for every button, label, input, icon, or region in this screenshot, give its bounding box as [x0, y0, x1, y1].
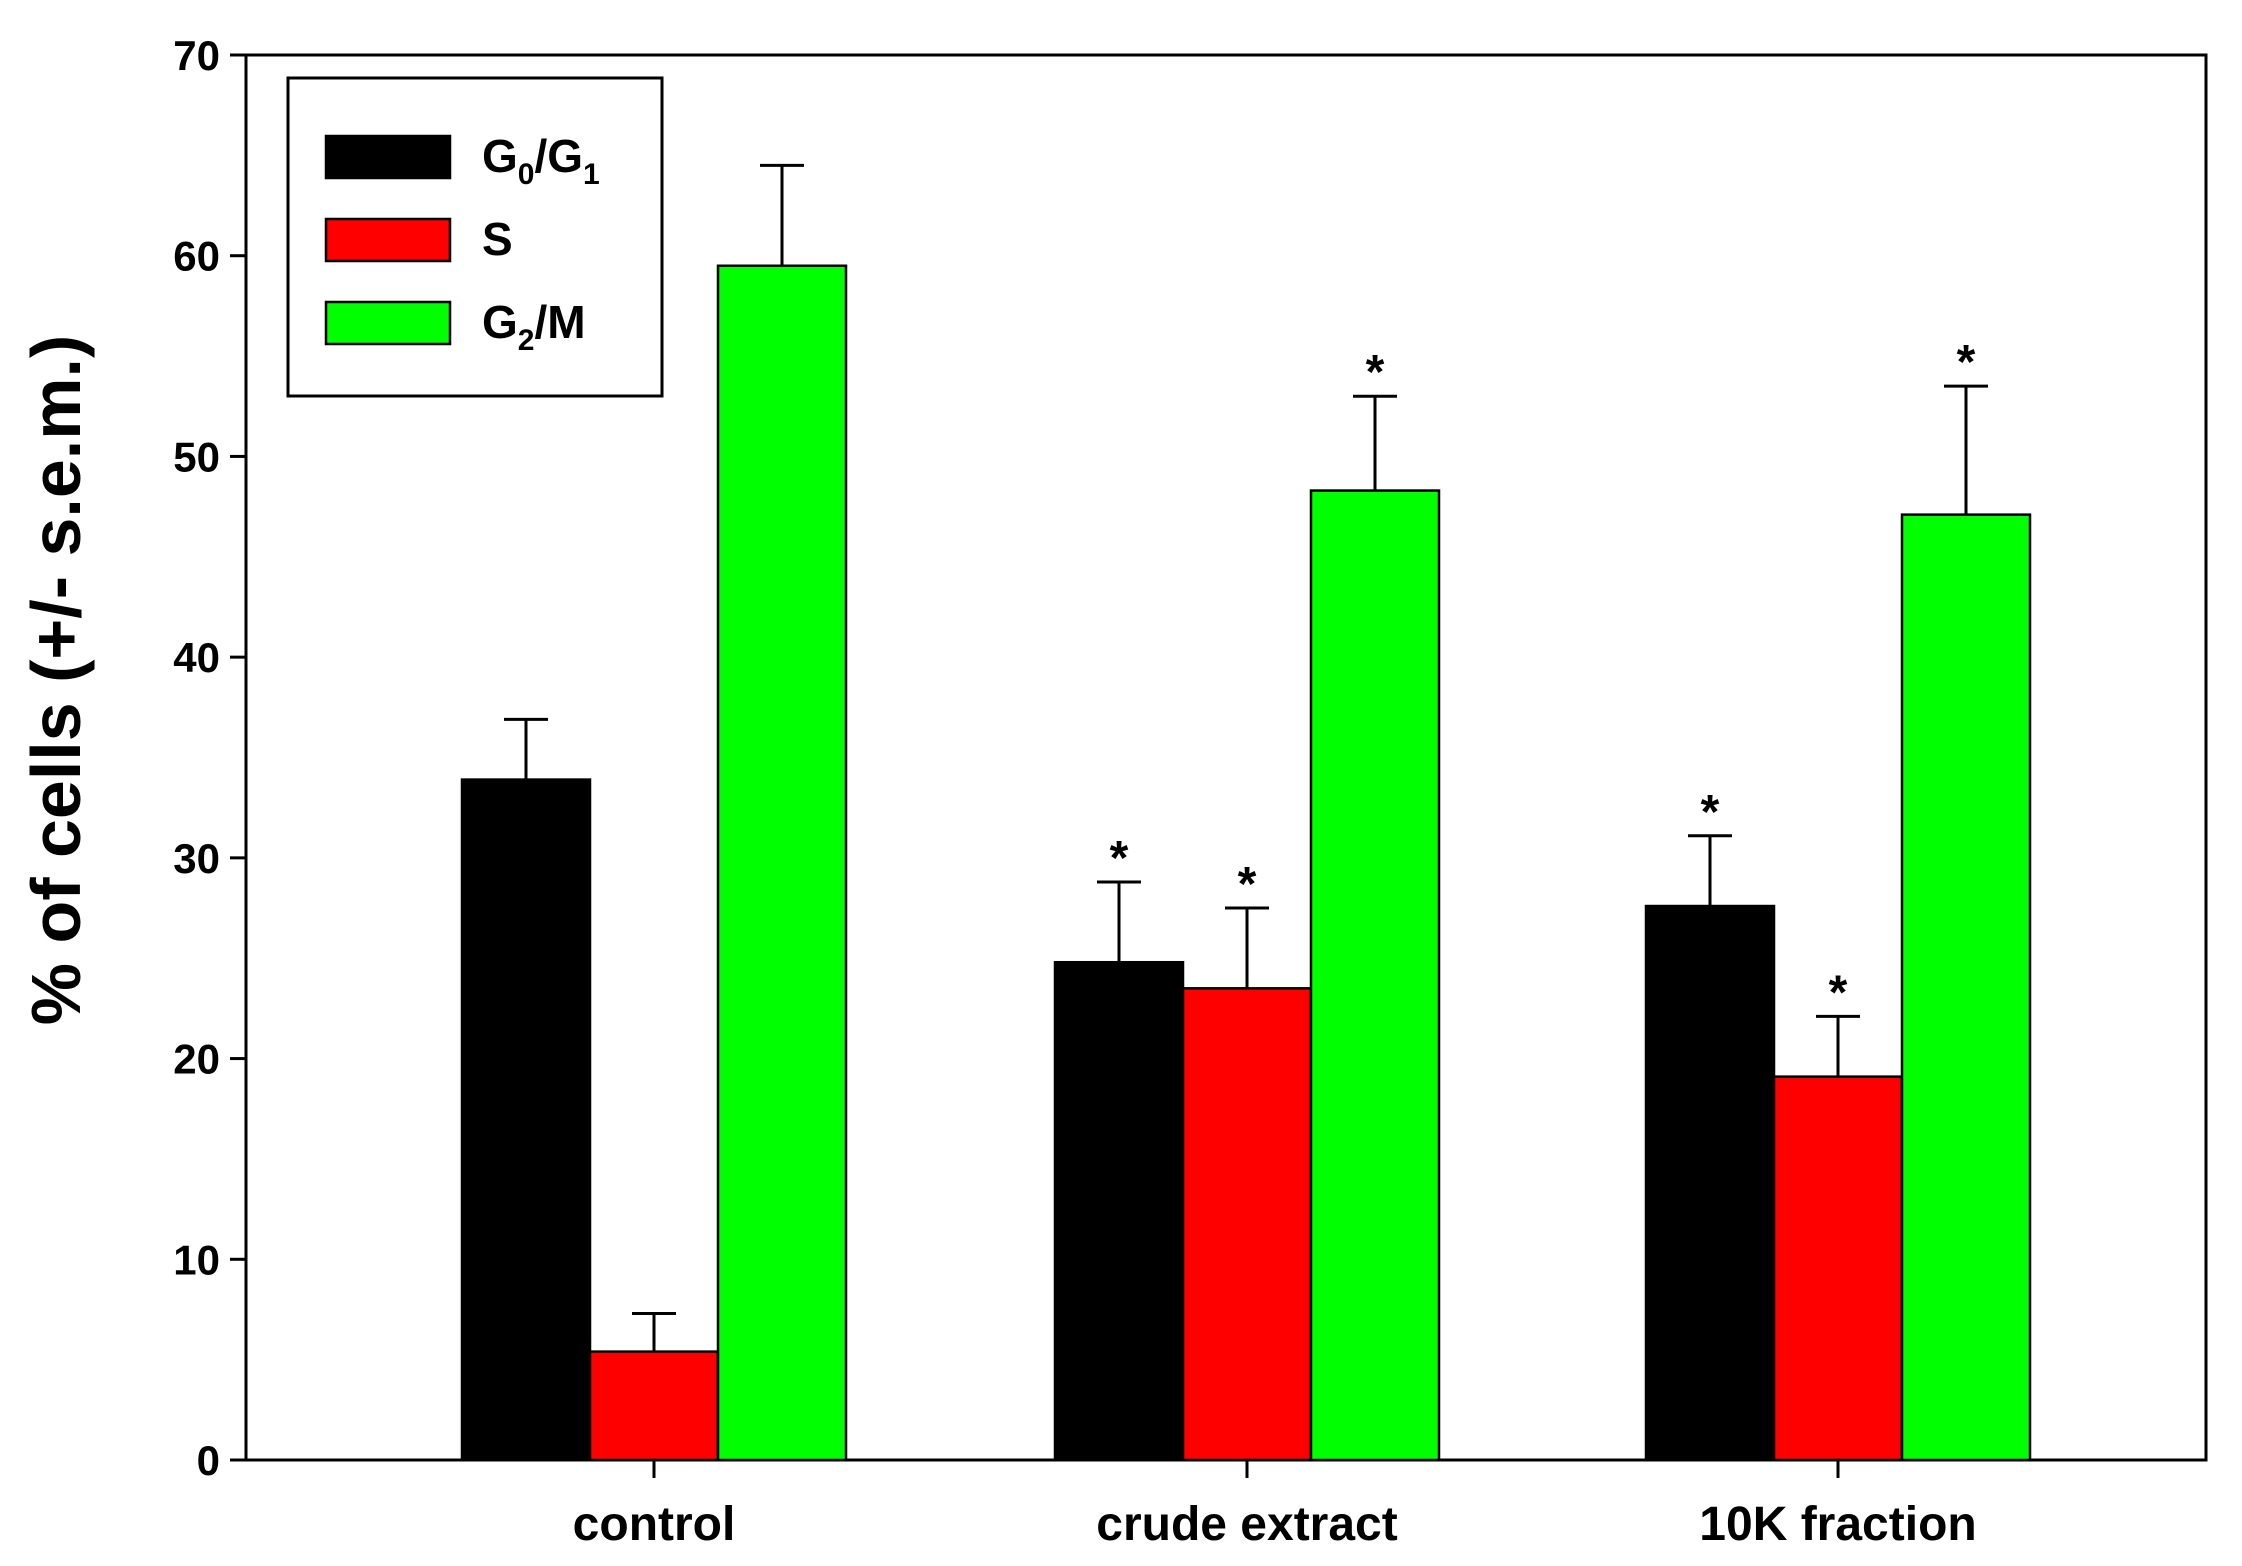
- y-tick-label: 40: [173, 634, 220, 681]
- y-tick-label: 70: [173, 32, 220, 79]
- x-tick-label: 10K fraction: [1699, 1498, 1976, 1551]
- bar: [1644, 904, 1776, 1462]
- legend: G0/G1 S G2/M: [286, 76, 664, 398]
- bar: [588, 1350, 720, 1462]
- legend-label: G2/M: [482, 296, 586, 357]
- bars: [460, 264, 2032, 1462]
- bar: [1900, 513, 2032, 1462]
- bar: [1309, 489, 1441, 1462]
- bar: [1053, 960, 1185, 1462]
- legend-swatch: [324, 217, 452, 263]
- bar: [1772, 1075, 1904, 1462]
- significance-star: *: [1110, 832, 1129, 885]
- significance-star: *: [1366, 346, 1385, 399]
- significance-star: *: [1829, 966, 1848, 1019]
- significance-marks: * * * * * *: [1110, 336, 1976, 1019]
- x-tick-label: control: [573, 1498, 736, 1551]
- error-bars: [504, 163, 1988, 1352]
- y-tick-label: 60: [173, 233, 220, 280]
- y-tick-label: 30: [173, 835, 220, 882]
- legend-label: G0/G1: [482, 130, 600, 191]
- legend-swatch: [324, 300, 452, 346]
- bar: [716, 264, 848, 1462]
- bar: [1181, 987, 1313, 1462]
- y-tick-label: 0: [197, 1437, 220, 1484]
- x-tick-label: crude extract: [1096, 1498, 1397, 1551]
- legend-label: S: [482, 213, 513, 265]
- x-axis: control crude extract 10K fraction: [573, 1460, 1977, 1551]
- significance-star: *: [1957, 336, 1976, 389]
- significance-star: *: [1701, 786, 1720, 839]
- bar: [460, 778, 592, 1462]
- legend-swatch: [324, 134, 452, 180]
- y-tick-label: 50: [173, 433, 220, 480]
- y-tick-label: 10: [173, 1236, 220, 1283]
- y-tick-label: 20: [173, 1036, 220, 1083]
- y-axis-title: % of cells (+/- s.e.m.): [17, 335, 95, 1026]
- significance-star: *: [1238, 858, 1257, 911]
- y-axis: 0 10 20 30 40 50 60 70: [173, 32, 246, 1484]
